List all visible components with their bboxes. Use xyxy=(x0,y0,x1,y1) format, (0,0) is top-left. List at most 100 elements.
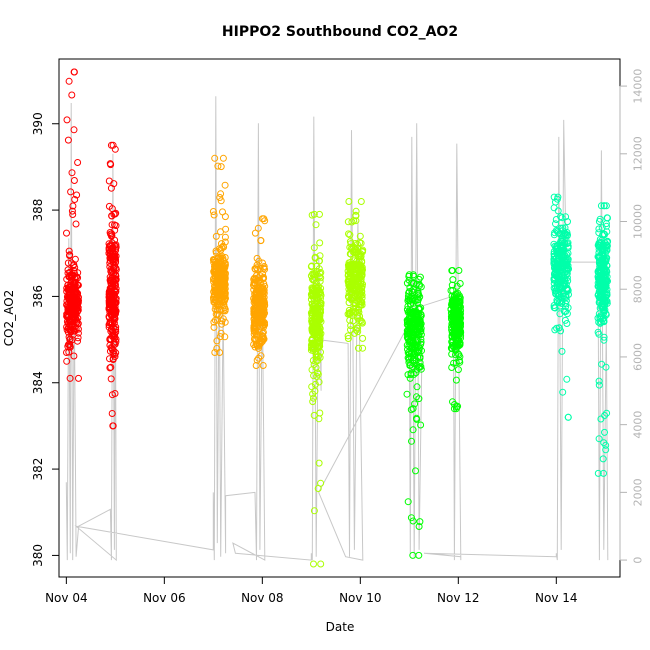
data-point xyxy=(599,242,607,250)
data-point xyxy=(353,275,361,283)
data-point xyxy=(450,323,458,331)
data-point xyxy=(69,211,77,218)
data-point xyxy=(259,259,266,267)
data-point xyxy=(347,326,354,334)
data-point xyxy=(601,412,609,419)
data-point xyxy=(599,260,607,268)
data-point xyxy=(210,211,218,219)
data-point xyxy=(317,274,325,282)
data-point xyxy=(409,344,417,352)
data-point xyxy=(600,304,608,311)
data-point xyxy=(597,202,605,210)
data-point xyxy=(253,356,261,364)
data-point xyxy=(313,310,321,317)
data-point xyxy=(415,291,423,299)
data-point xyxy=(603,246,611,254)
data-point xyxy=(253,264,260,272)
data-point xyxy=(70,177,78,184)
data-point xyxy=(218,266,226,274)
data-point xyxy=(221,285,229,293)
data-point xyxy=(315,415,323,423)
data-point xyxy=(404,371,412,379)
data-point xyxy=(212,282,220,290)
data-point xyxy=(310,244,318,252)
data-point xyxy=(409,517,417,525)
data-point xyxy=(594,275,602,283)
data-point xyxy=(217,329,225,337)
data-point xyxy=(550,248,558,255)
data-point xyxy=(317,560,325,568)
data-point xyxy=(352,212,360,220)
data-point xyxy=(255,257,263,265)
data-point xyxy=(453,403,461,411)
data-point xyxy=(254,224,262,232)
data-point xyxy=(250,328,258,336)
data-point xyxy=(258,319,266,327)
data-point xyxy=(560,307,568,315)
data-point xyxy=(602,220,610,228)
data-point xyxy=(595,377,603,385)
data-point xyxy=(315,459,323,467)
data-point xyxy=(112,222,120,230)
data-point xyxy=(309,276,317,284)
data-point xyxy=(74,269,82,277)
data-point xyxy=(72,220,80,228)
data-point xyxy=(406,338,414,346)
data-point xyxy=(221,254,229,261)
data-point xyxy=(595,435,603,443)
data-point xyxy=(68,169,76,177)
data-point xyxy=(405,276,413,284)
data-point xyxy=(211,154,219,162)
data-point xyxy=(409,351,417,359)
data-point xyxy=(348,218,356,226)
data-point xyxy=(448,267,456,275)
data-point xyxy=(359,334,367,342)
data-point xyxy=(409,405,417,413)
data-point xyxy=(257,339,265,347)
data-point xyxy=(70,261,78,268)
data-point xyxy=(552,227,560,234)
data-point xyxy=(358,318,366,326)
data-point xyxy=(309,318,317,326)
data-point xyxy=(411,326,419,334)
series-flight-2 xyxy=(105,141,120,430)
data-point xyxy=(563,375,571,383)
x-axis: Nov 04 Nov 06 Nov 08 Nov 10 Nov 12 Nov 14 xyxy=(45,576,578,605)
data-point xyxy=(251,265,259,273)
data-point xyxy=(214,300,221,308)
data-point xyxy=(311,380,319,388)
data-point xyxy=(317,299,325,307)
data-point xyxy=(344,218,352,226)
data-point xyxy=(558,260,566,268)
data-point xyxy=(404,302,412,310)
data-point xyxy=(255,328,263,336)
data-point xyxy=(403,318,411,326)
data-point xyxy=(313,262,321,270)
data-point xyxy=(68,91,76,99)
data-point xyxy=(75,374,82,382)
data-point xyxy=(74,320,82,328)
data-point xyxy=(112,209,120,217)
data-point xyxy=(599,455,607,463)
series-flight-9 xyxy=(550,193,572,421)
data-point xyxy=(358,282,366,290)
data-point xyxy=(66,336,74,344)
data-point xyxy=(66,374,74,382)
data-point xyxy=(413,415,421,423)
data-point xyxy=(68,207,76,215)
data-point xyxy=(70,285,78,292)
data-point xyxy=(316,287,324,295)
data-point xyxy=(110,287,118,295)
data-point xyxy=(74,314,82,322)
data-point xyxy=(555,275,563,283)
data-point xyxy=(309,390,317,398)
data-point xyxy=(311,253,319,261)
data-point xyxy=(212,232,220,240)
data-point xyxy=(456,316,464,324)
data-point xyxy=(353,297,361,305)
data-point xyxy=(594,314,602,322)
y-tick-label: 390 xyxy=(31,112,45,135)
data-point xyxy=(111,253,119,260)
data-point xyxy=(71,196,79,203)
data-point xyxy=(216,194,224,201)
